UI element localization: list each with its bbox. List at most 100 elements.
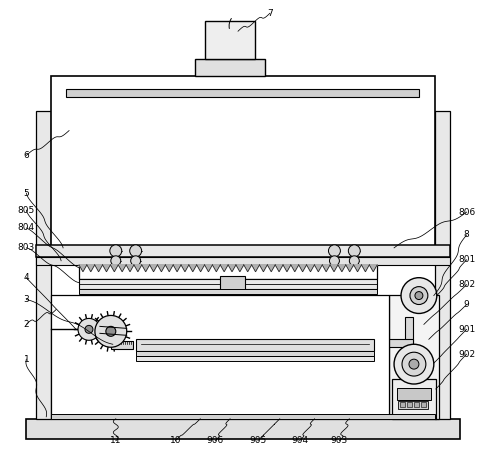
Bar <box>51 76 435 250</box>
Polygon shape <box>283 265 291 272</box>
Text: 802: 802 <box>458 280 475 289</box>
Bar <box>51 414 435 419</box>
Text: 901: 901 <box>458 325 475 334</box>
Bar <box>220 276 245 292</box>
Bar <box>79 279 377 289</box>
Polygon shape <box>228 265 236 272</box>
Polygon shape <box>394 318 420 339</box>
Circle shape <box>111 256 121 266</box>
Text: 3: 3 <box>23 295 29 304</box>
Polygon shape <box>126 265 134 272</box>
Polygon shape <box>220 265 228 272</box>
Bar <box>36 257 450 265</box>
Polygon shape <box>299 265 307 272</box>
Circle shape <box>330 256 339 266</box>
Circle shape <box>110 245 122 257</box>
Bar <box>421 402 426 407</box>
Bar <box>66 89 419 97</box>
Text: 904: 904 <box>291 436 308 445</box>
Bar <box>435 110 450 419</box>
Bar <box>36 245 450 257</box>
Circle shape <box>349 256 359 266</box>
Polygon shape <box>291 265 299 272</box>
Polygon shape <box>173 265 181 272</box>
Bar <box>398 401 428 409</box>
Circle shape <box>95 315 127 347</box>
Bar <box>51 295 389 419</box>
Text: 806: 806 <box>458 207 475 216</box>
Circle shape <box>410 287 428 304</box>
Polygon shape <box>314 265 322 272</box>
Polygon shape <box>369 265 377 272</box>
Bar <box>36 110 51 419</box>
Circle shape <box>401 278 437 313</box>
Polygon shape <box>244 265 252 272</box>
Bar <box>417 295 423 315</box>
Text: 10: 10 <box>170 436 181 445</box>
Text: 903: 903 <box>331 436 348 445</box>
Circle shape <box>402 352 426 376</box>
Text: 906: 906 <box>207 436 224 445</box>
Text: 9: 9 <box>464 300 469 309</box>
Polygon shape <box>330 265 338 272</box>
Bar <box>26 419 460 439</box>
Bar <box>412 313 428 318</box>
Polygon shape <box>322 265 330 272</box>
Polygon shape <box>338 265 346 272</box>
Bar <box>414 402 419 407</box>
Text: 905: 905 <box>249 436 266 445</box>
Text: 2: 2 <box>23 320 29 329</box>
Text: 4: 4 <box>23 273 29 282</box>
Polygon shape <box>87 265 95 272</box>
Circle shape <box>85 325 93 333</box>
Text: 7: 7 <box>267 9 273 18</box>
Polygon shape <box>212 265 220 272</box>
Bar <box>136 351 374 356</box>
Bar <box>79 265 377 279</box>
Circle shape <box>130 245 141 257</box>
Bar <box>389 295 439 419</box>
Polygon shape <box>157 265 165 272</box>
Polygon shape <box>181 265 189 272</box>
Polygon shape <box>189 265 197 272</box>
Polygon shape <box>134 265 142 272</box>
Polygon shape <box>165 265 173 272</box>
Polygon shape <box>346 265 354 272</box>
Text: 804: 804 <box>18 224 35 232</box>
Text: 8: 8 <box>464 230 469 239</box>
Polygon shape <box>205 265 212 272</box>
Polygon shape <box>103 265 110 272</box>
Text: 5: 5 <box>23 189 29 198</box>
Text: 805: 805 <box>17 206 35 215</box>
Bar <box>405 318 413 347</box>
Polygon shape <box>95 265 103 272</box>
Circle shape <box>78 318 100 341</box>
Polygon shape <box>260 265 267 272</box>
Polygon shape <box>275 265 283 272</box>
Bar <box>407 402 412 407</box>
Polygon shape <box>150 265 157 272</box>
Bar <box>205 21 255 59</box>
Circle shape <box>415 292 423 299</box>
Circle shape <box>106 327 116 336</box>
Bar <box>397 388 431 400</box>
Bar <box>389 339 413 347</box>
Bar <box>111 341 133 349</box>
Polygon shape <box>362 265 369 272</box>
Polygon shape <box>252 265 260 272</box>
Text: 801: 801 <box>458 255 475 264</box>
Bar <box>392 379 436 419</box>
Circle shape <box>394 344 434 384</box>
Circle shape <box>348 245 360 257</box>
Circle shape <box>131 256 140 266</box>
Text: 11: 11 <box>110 436 122 445</box>
Bar <box>400 402 405 407</box>
Polygon shape <box>236 265 244 272</box>
Text: 902: 902 <box>458 350 475 359</box>
Text: 803: 803 <box>17 244 35 253</box>
Polygon shape <box>197 265 205 272</box>
Polygon shape <box>267 265 275 272</box>
Bar <box>136 356 374 361</box>
Polygon shape <box>118 265 126 272</box>
Bar <box>79 289 377 294</box>
